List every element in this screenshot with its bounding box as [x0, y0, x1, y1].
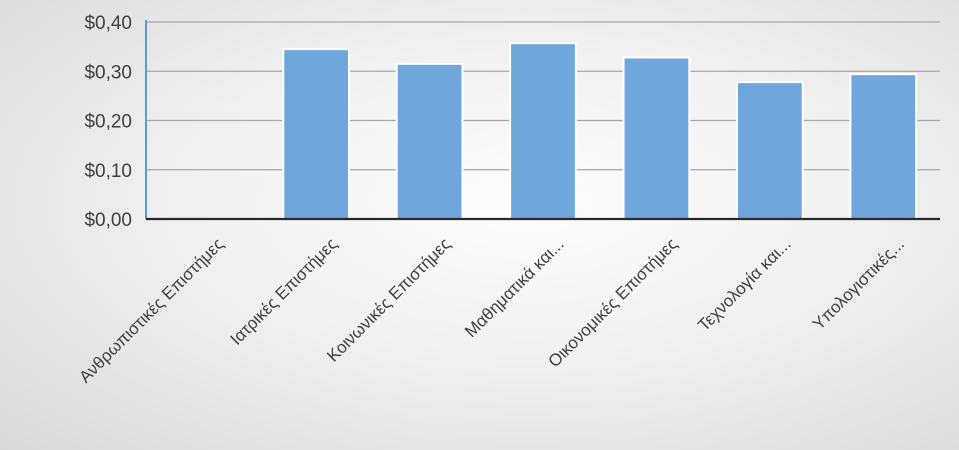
bar: [395, 62, 464, 220]
x-tick-label: Τεχνολογία και...: [694, 234, 795, 335]
bar: [849, 73, 918, 220]
y-tick-labels: $0,00 $0,10 $0,20 $0,30 $0,40: [84, 13, 132, 231]
x-tick-label: Μαθηματικά και...: [461, 234, 568, 341]
x-tick-labels: Ανθρωπιστικές Επιστήμες Ιατρικές Επιστήμε…: [75, 234, 908, 386]
x-tick-label: Ιατρικές Επιστήμες: [227, 234, 341, 348]
axes: [145, 20, 940, 221]
bar: [622, 56, 691, 220]
x-tick-label: Οικονομικές Επιστήμες: [545, 234, 682, 371]
bar: [509, 42, 577, 220]
y-tick-label: $0,00: [84, 210, 132, 231]
y-tick-label: $0,40: [84, 13, 132, 34]
x-tick-label: Κοινωνικές Επιστήμες: [323, 234, 454, 365]
bar: [282, 48, 351, 221]
y-tick-label: $0,20: [84, 112, 132, 133]
y-tick-label: $0,30: [84, 62, 132, 83]
x-tick-label: Υπολογιστικές...: [809, 234, 908, 333]
bars: [282, 42, 918, 221]
y-tick-label: $0,10: [84, 161, 132, 182]
bar: [735, 81, 804, 220]
x-tick-label: Ανθρωπιστικές Επιστήμες: [75, 234, 227, 386]
